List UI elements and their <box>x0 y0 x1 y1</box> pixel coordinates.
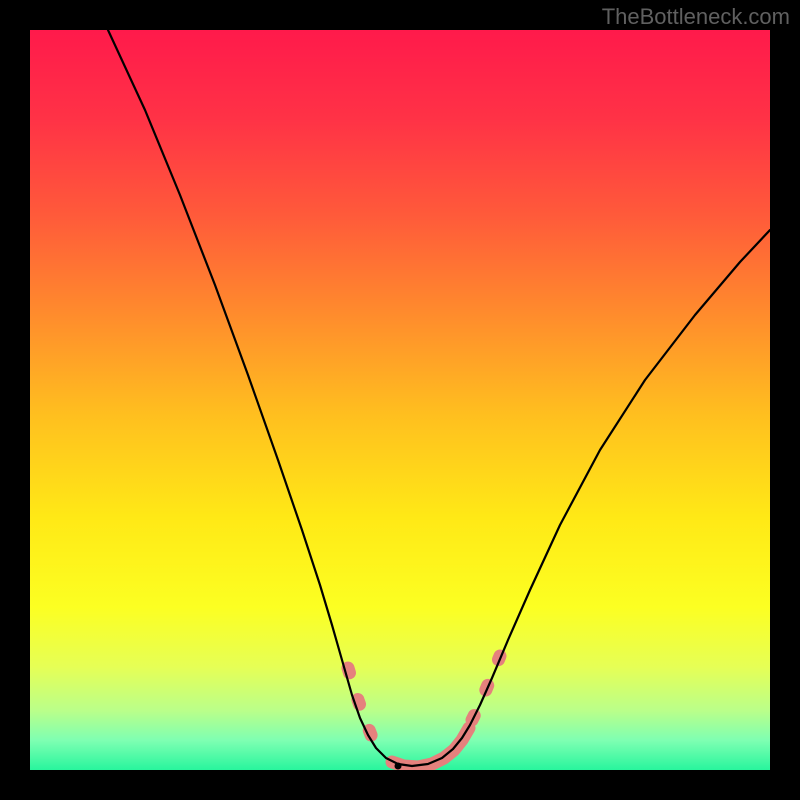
plot-background-gradient <box>30 30 770 770</box>
chart-container: TheBottleneck.com <box>0 0 800 800</box>
bottleneck-chart <box>0 0 800 800</box>
minimum-marker <box>395 763 402 770</box>
